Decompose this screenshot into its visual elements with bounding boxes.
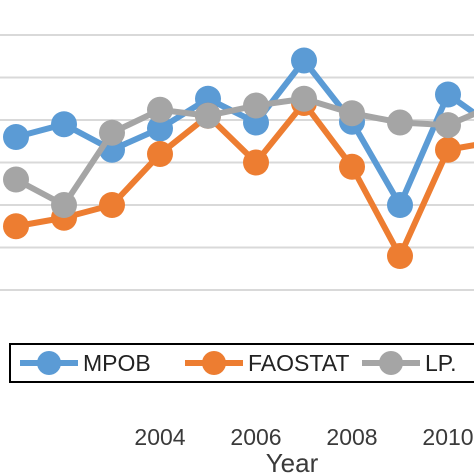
- x-tick-label: 2004: [134, 424, 185, 450]
- legend-marker: [37, 351, 61, 375]
- data-point: [3, 124, 29, 150]
- legend-marker: [202, 351, 226, 375]
- series-layer: [3, 47, 474, 269]
- data-point: [339, 153, 365, 180]
- data-point: [243, 92, 269, 119]
- data-point: [147, 96, 173, 123]
- data-point: [387, 109, 413, 136]
- data-point: [291, 47, 317, 74]
- x-axis-title: Year: [266, 448, 319, 474]
- legend-item: LP.: [362, 350, 457, 376]
- x-tick-label: 2008: [326, 424, 377, 450]
- data-point: [435, 112, 461, 139]
- data-point: [435, 136, 461, 163]
- data-point: [3, 213, 29, 240]
- legend-label: MPOB: [83, 350, 151, 376]
- data-point: [147, 115, 173, 142]
- data-point: [387, 192, 413, 218]
- legend-item: FAOSTAT: [185, 350, 349, 376]
- legend-label: FAOSTAT: [248, 350, 349, 376]
- data-point: [51, 111, 77, 138]
- legend: MPOB FAOSTAT LP.: [9, 343, 474, 383]
- x-axis-ticks: 20042006200820102012: [134, 424, 473, 450]
- x-tick-label: 2006: [230, 424, 281, 450]
- data-point: [291, 85, 317, 112]
- data-point: [243, 149, 269, 176]
- data-point: [339, 100, 365, 127]
- legend-item: MPOB: [20, 350, 151, 376]
- data-point: [99, 119, 125, 146]
- data-point: [99, 192, 125, 218]
- data-point: [195, 102, 221, 129]
- series-2: [3, 85, 474, 218]
- gridlines: [0, 34, 474, 291]
- data-point: [387, 243, 413, 269]
- legend-marker: [379, 351, 403, 375]
- legend-label: LP.: [425, 350, 457, 376]
- x-tick-label: 2010: [422, 424, 473, 450]
- data-point: [3, 166, 29, 193]
- data-point: [51, 192, 77, 218]
- data-point: [147, 141, 173, 167]
- series-0: [3, 47, 474, 218]
- data-point: [435, 81, 461, 108]
